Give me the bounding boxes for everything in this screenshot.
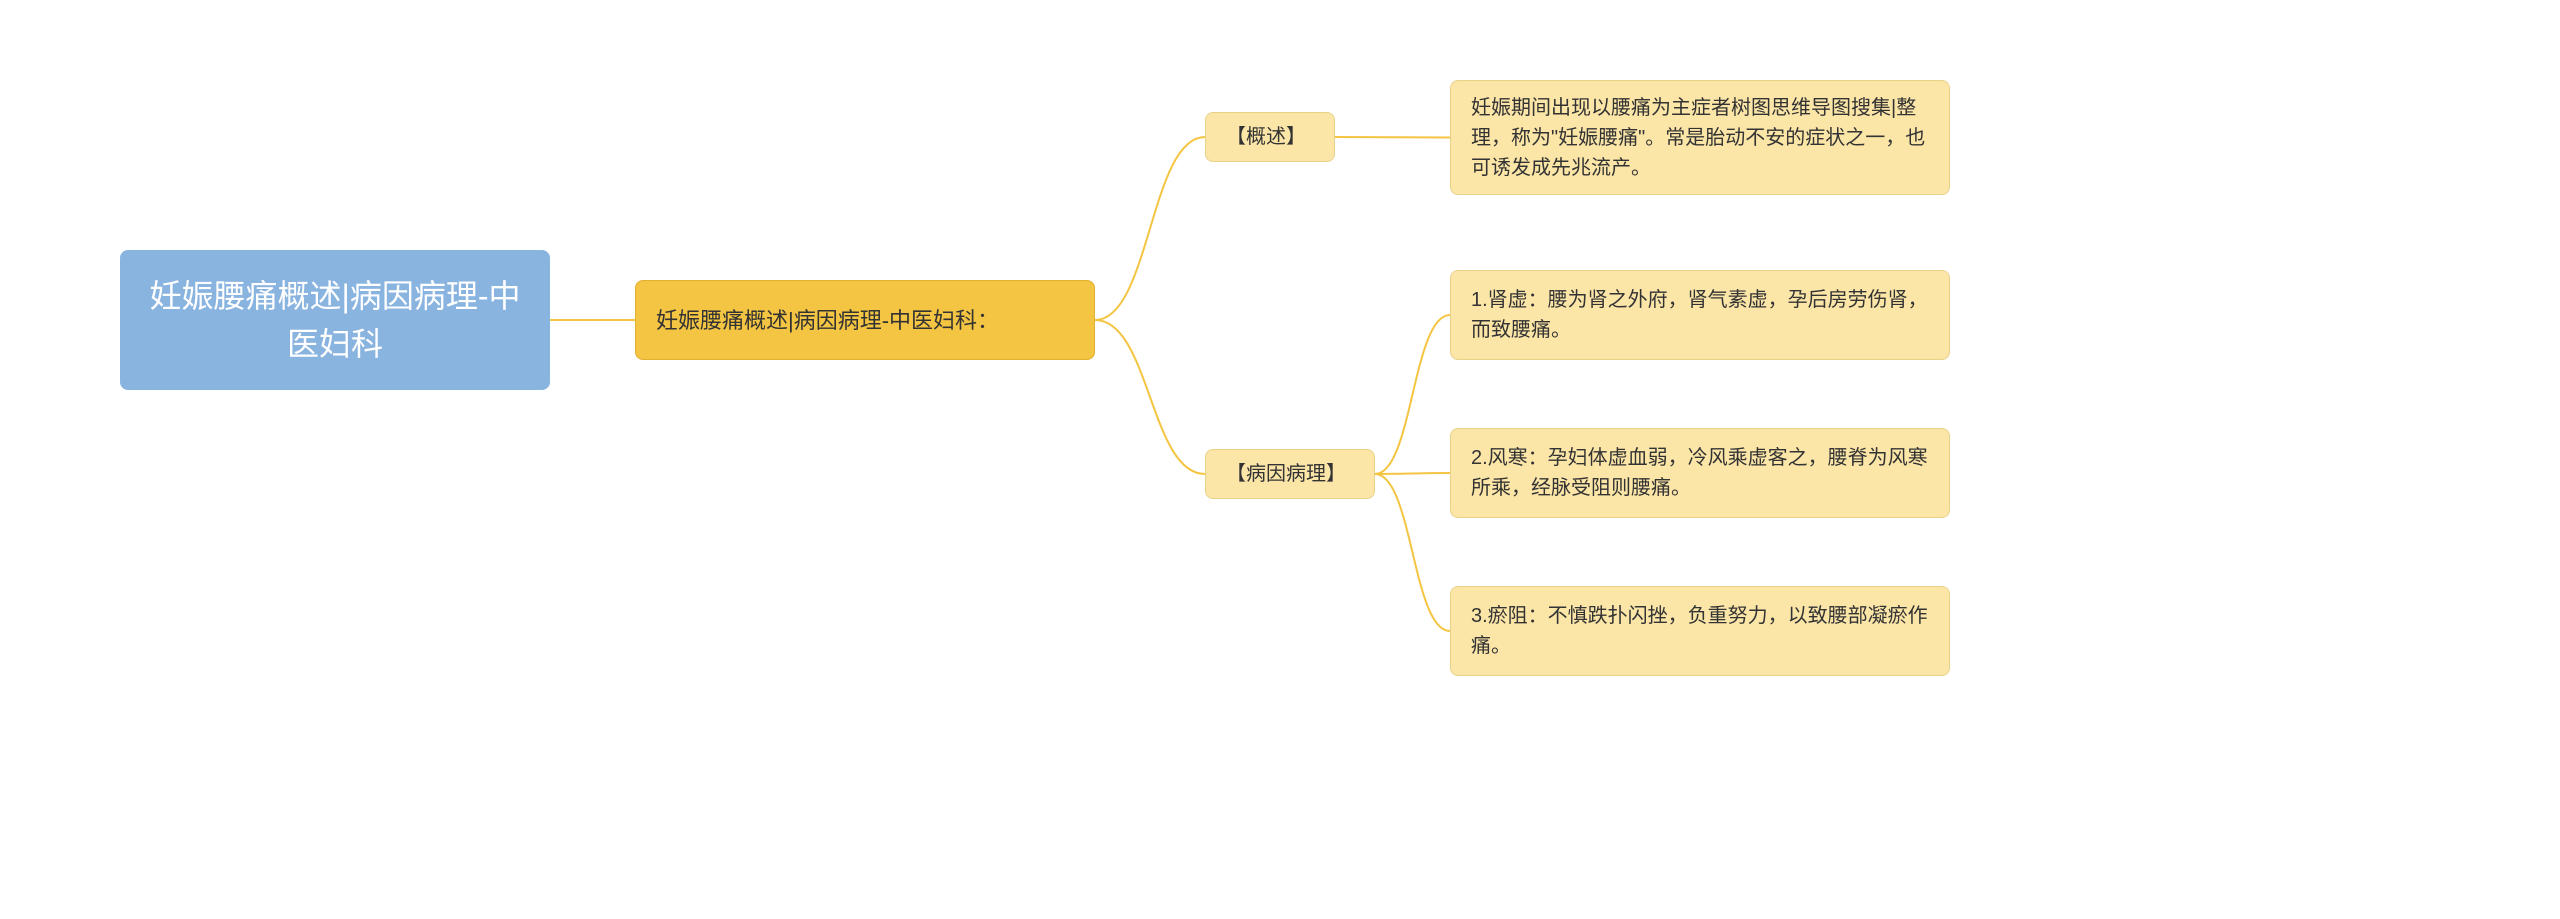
mindmap-root-node: 妊娠腰痛概述|病因病理-中医妇科 — [120, 250, 550, 390]
level1-label: 妊娠腰痛概述|病因病理-中医妇科： — [656, 304, 999, 337]
mindmap-leaf-node: 2.风寒：孕妇体虚血弱，冷风乘虚客之，腰脊为风寒所乘，经脉受阻则腰痛。 — [1450, 428, 1950, 518]
level2-label: 【病因病理】 — [1226, 459, 1346, 489]
leaf-label: 1.肾虚：腰为肾之外府，肾气素虚，孕后房劳伤肾，而致腰痛。 — [1471, 285, 1929, 345]
mindmap-leaf-node: 妊娠期间出现以腰痛为主症者树图思维导图搜集|整理，称为"妊娠腰痛"。常是胎动不安… — [1450, 80, 1950, 195]
mindmap-leaf-node: 1.肾虚：腰为肾之外府，肾气素虚，孕后房劳伤肾，而致腰痛。 — [1450, 270, 1950, 360]
leaf-label: 3.瘀阻：不慎跌扑闪挫，负重努力，以致腰部凝瘀作痛。 — [1471, 601, 1929, 661]
level2-label: 【概述】 — [1226, 122, 1306, 152]
mindmap-level1-node: 妊娠腰痛概述|病因病理-中医妇科： — [635, 280, 1095, 360]
leaf-label: 妊娠期间出现以腰痛为主症者树图思维导图搜集|整理，称为"妊娠腰痛"。常是胎动不安… — [1471, 93, 1929, 183]
mindmap-level2-node: 【病因病理】 — [1205, 449, 1375, 499]
root-label: 妊娠腰痛概述|病因病理-中医妇科 — [144, 272, 526, 368]
mindmap-leaf-node: 3.瘀阻：不慎跌扑闪挫，负重努力，以致腰部凝瘀作痛。 — [1450, 586, 1950, 676]
leaf-label: 2.风寒：孕妇体虚血弱，冷风乘虚客之，腰脊为风寒所乘，经脉受阻则腰痛。 — [1471, 443, 1929, 503]
mindmap-level2-node: 【概述】 — [1205, 112, 1335, 162]
